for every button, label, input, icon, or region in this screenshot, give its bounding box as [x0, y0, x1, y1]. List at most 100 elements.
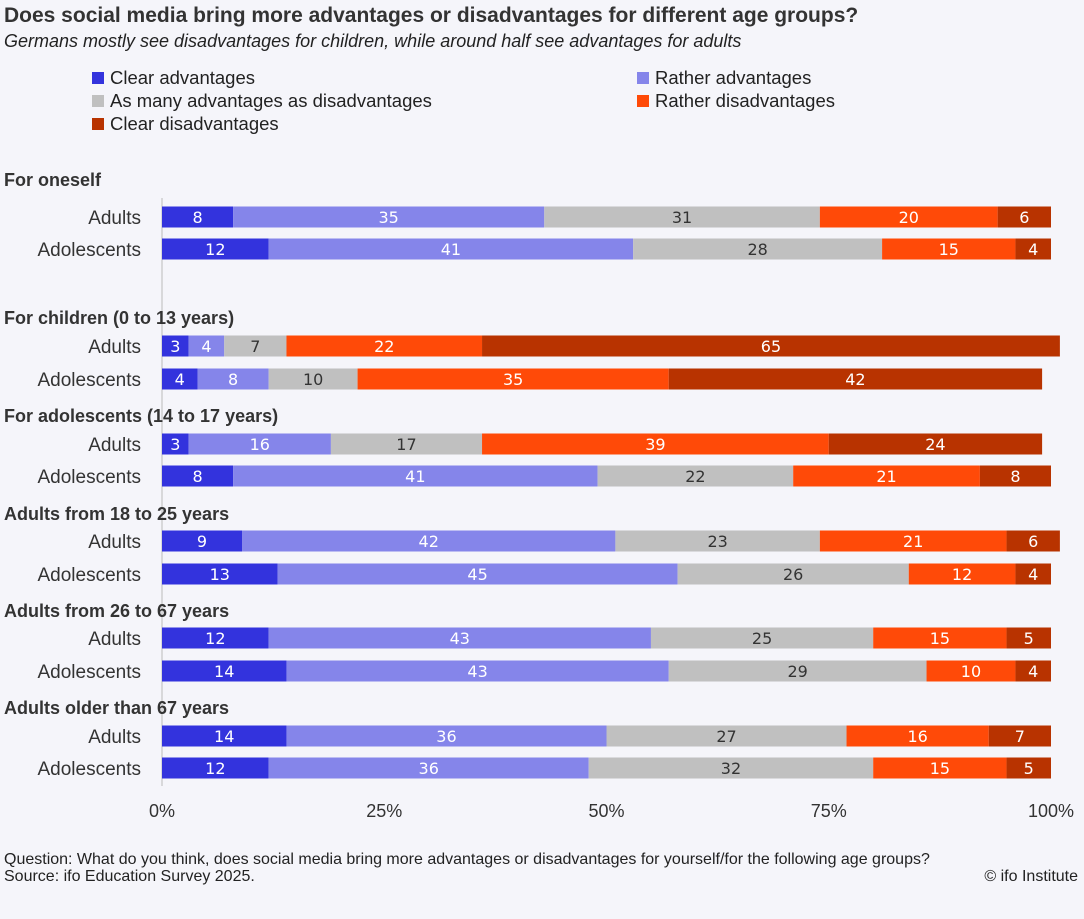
data-label: 10	[303, 370, 323, 389]
data-label: 4	[201, 337, 211, 356]
row-label: Adolescents	[37, 662, 141, 683]
bar-segment	[668, 660, 927, 682]
bar-segment	[162, 563, 278, 585]
legend-label-rather-advantages: Rather advantages	[655, 67, 812, 88]
bar-segment	[233, 206, 545, 228]
bar-segment	[615, 530, 820, 552]
legend-item-clear-advantages: Clear advantages	[92, 67, 255, 89]
bar-segment	[1015, 660, 1051, 682]
data-label: 41	[441, 240, 461, 259]
bar-segment	[268, 757, 589, 779]
question-note: Question: What do you think, does social…	[4, 851, 930, 868]
group-header: For children (0 to 13 years)	[4, 308, 234, 328]
legend-item-neutral: As many advantages as disadvantages	[92, 90, 432, 112]
bar-segment	[162, 335, 189, 357]
data-label: 42	[419, 532, 439, 551]
x-tick-label: 0%	[149, 801, 175, 821]
bar-segment	[988, 725, 1051, 747]
data-label: 16	[907, 727, 927, 746]
row-label: Adults	[88, 532, 141, 553]
row-label: Adults	[88, 629, 141, 650]
data-label: 6	[1028, 532, 1038, 551]
data-label: 36	[436, 727, 456, 746]
data-label: 35	[379, 208, 399, 227]
data-label: 3	[170, 435, 180, 454]
chart-subtitle: Germans mostly see disadvantages for chi…	[4, 31, 742, 51]
data-label: 16	[250, 435, 270, 454]
bar-segment	[162, 368, 198, 390]
bar-segment	[882, 238, 1016, 260]
data-label: 4	[1028, 565, 1038, 584]
bar-segment	[633, 238, 883, 260]
x-tick-label: 100%	[1028, 801, 1074, 821]
bar-segment	[268, 368, 358, 390]
legend-label-clear-advantages: Clear advantages	[110, 67, 256, 88]
legend-swatch-rather-disadvantages	[637, 95, 649, 107]
data-label: 8	[192, 467, 202, 486]
group-header: For adolescents (14 to 17 years)	[4, 406, 278, 426]
data-label: 12	[205, 759, 225, 778]
bar-segment	[997, 206, 1051, 228]
data-label: 41	[405, 467, 425, 486]
bar-segment	[242, 530, 616, 552]
bar-segment	[286, 660, 669, 682]
data-label: 8	[228, 370, 238, 389]
data-label: 21	[903, 532, 923, 551]
legend-label-rather-disadvantages: Rather disadvantages	[655, 90, 835, 111]
row-label: Adults	[88, 208, 141, 229]
bar-segment	[588, 757, 874, 779]
data-label: 14	[214, 662, 234, 681]
data-label: 10	[961, 662, 981, 681]
data-label: 13	[210, 565, 230, 584]
data-label: 8	[192, 208, 202, 227]
bar-segment	[873, 627, 1007, 649]
data-label: 7	[250, 337, 260, 356]
row-label: Adolescents	[37, 565, 141, 586]
data-label: 43	[467, 662, 487, 681]
x-tick-label: 25%	[366, 801, 402, 821]
legend-swatch-clear-advantages	[92, 72, 104, 84]
data-label: 22	[685, 467, 705, 486]
legend-swatch-neutral	[92, 95, 104, 107]
x-tick-label: 75%	[811, 801, 847, 821]
data-label: 14	[214, 727, 234, 746]
data-label: 39	[645, 435, 665, 454]
data-label: 27	[716, 727, 736, 746]
bar-segment	[330, 433, 483, 455]
bar-segment	[162, 433, 189, 455]
bar-segment	[162, 627, 269, 649]
legend-item-rather-advantages: Rather advantages	[637, 67, 811, 89]
row-label: Adolescents	[37, 240, 141, 261]
bar-segment	[286, 725, 607, 747]
data-label: 25	[752, 629, 772, 648]
data-label: 7	[1015, 727, 1025, 746]
data-label: 20	[899, 208, 919, 227]
bar-segment	[162, 660, 287, 682]
data-label: 15	[930, 759, 950, 778]
data-label: 21	[876, 467, 896, 486]
legend-label-neutral: As many advantages as disadvantages	[110, 90, 432, 111]
legend-swatch-clear-disadvantages	[92, 118, 104, 130]
bar-segment	[828, 433, 1043, 455]
row-label: Adolescents	[37, 467, 141, 488]
group-header: Adults from 26 to 67 years	[4, 601, 229, 621]
bar-segment	[162, 530, 243, 552]
data-label: 5	[1024, 629, 1034, 648]
data-label: 3	[170, 337, 180, 356]
data-label: 32	[721, 759, 741, 778]
data-label: 45	[467, 565, 487, 584]
bar-segment	[846, 725, 989, 747]
copyright: © ifo Institute	[984, 868, 1078, 885]
group-header: Adults from 18 to 25 years	[4, 504, 229, 524]
row-label: Adults	[88, 337, 141, 358]
data-label: 9	[197, 532, 207, 551]
data-label: 43	[450, 629, 470, 648]
legend-item-rather-disadvantages: Rather disadvantages	[637, 90, 835, 112]
bar-segment	[979, 465, 1051, 487]
data-label: 4	[1028, 240, 1038, 259]
data-label: 12	[952, 565, 972, 584]
bar-segment	[268, 627, 651, 649]
bar-segment	[224, 335, 287, 357]
data-label: 8	[1010, 467, 1020, 486]
bar-segment	[188, 335, 225, 357]
